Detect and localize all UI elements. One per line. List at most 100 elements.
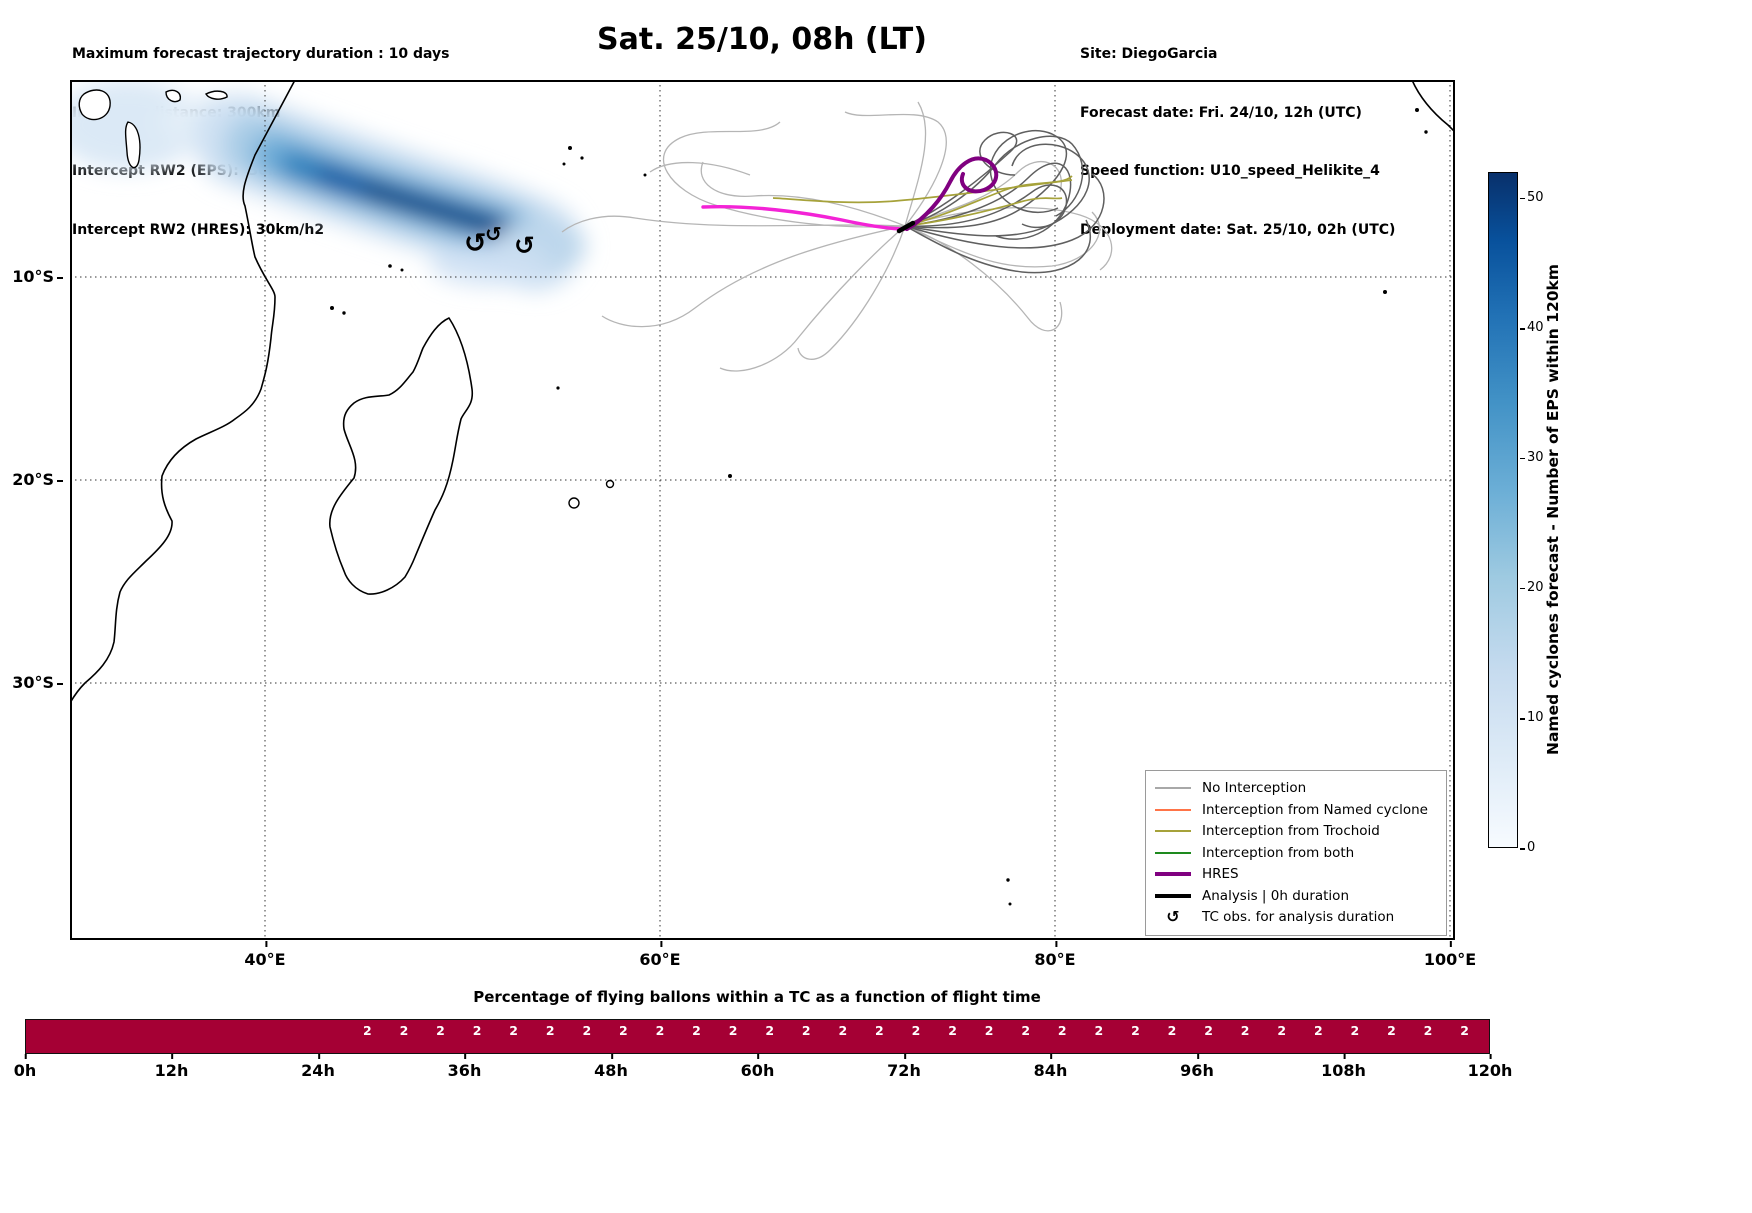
tc-percentage-bar: 2 2 2 2 2 2 2 2 2 2 2 2 2 2 2 2 2 2 2 2 2 2 2 2 2 2 2 2 2 2 2: [25, 1019, 1490, 1054]
map-ytick-label: 10°S: [0, 268, 63, 286]
map-xtick-label: 100°E: [1423, 941, 1477, 969]
flight-time-tick-label: 84h: [1033, 1054, 1068, 1080]
bar-value-label: 2: [875, 1023, 884, 1038]
africa-coast: [70, 80, 296, 704]
bar-value-label: 2: [1313, 1023, 1323, 1038]
flight-time-tick-label: 36h: [447, 1054, 482, 1080]
deployment-date: Deployment date: Sat. 25/10, 02h (UTC): [1080, 221, 1396, 238]
tc-obs-symbols: ↺ ↺ ↺: [464, 222, 535, 260]
legend-item-label: Interception from Trochoid: [1202, 823, 1380, 840]
legend-item-label: HRES: [1202, 866, 1239, 883]
bar-value-label: 2: [801, 1023, 811, 1038]
bar-value-label: 2: [1204, 1023, 1213, 1038]
speed-function: Speed function: U10_speed_Helikite_4: [1080, 163, 1380, 179]
islands-outlined: [568, 479, 615, 509]
bar-value-label: 2: [838, 1023, 848, 1038]
flight-time-tick-label: 120h: [1467, 1054, 1513, 1080]
graticule: [70, 80, 1455, 940]
flight-time-tick-label: 24h: [301, 1054, 335, 1080]
bar-value-label: 2: [1167, 1023, 1177, 1038]
bar-value-label: 2: [692, 1023, 701, 1038]
legend-line-swatch: [1155, 872, 1191, 877]
legend-line-swatch: [1155, 830, 1191, 833]
param-intercept-rw2-hres: Intercept RW2 (HRES): 30km/h2: [72, 221, 325, 238]
bottom-chart-title: Percentage of flying ballons within a TC…: [473, 988, 1041, 1006]
map-ytick-label: 30°S: [0, 674, 63, 692]
legend-item: Interception from Named cyclone: [1155, 799, 1436, 821]
bar-value-label: 2: [1131, 1023, 1140, 1038]
bar-value-label: 2: [984, 1023, 994, 1038]
bar-value-label: 2: [1277, 1023, 1287, 1038]
bar-value-label: 2: [1387, 1023, 1396, 1038]
longitude-axis: 40°E 60°E 80°E 100°E: [70, 941, 1476, 972]
legend-line-swatch: [1155, 808, 1191, 811]
tc-obs-icon: ↺: [464, 228, 487, 259]
colorbar-tick-label: 0: [1519, 840, 1536, 855]
tc-obs-legend-icon: ↺: [1166, 907, 1180, 927]
colorbar-tick-label: 50: [1520, 189, 1544, 205]
legend-item-label: No Interception: [1202, 780, 1307, 797]
bar-value-label: 2: [728, 1023, 738, 1038]
flight-time-tick-label: 0h: [13, 1054, 37, 1080]
legend-line-swatch: [1155, 851, 1191, 854]
legend-item-label: Interception from Named cyclone: [1202, 801, 1428, 818]
colorbar-tick-label: 10: [1520, 710, 1544, 726]
colorbar-tick-label: 30: [1520, 449, 1544, 465]
legend-item-label: TC obs. for analysis duration: [1202, 909, 1395, 926]
reunion-island: [568, 497, 580, 509]
legend-line-swatch: [1155, 893, 1191, 898]
site-info: Site: DiegoGarcia Forecast date: Fri. 24…: [1080, 6, 1395, 279]
mauritius-island: [605, 479, 615, 489]
map-ytick-label: 20°S: [0, 470, 63, 489]
flight-time-tick-label: 60h: [740, 1054, 775, 1080]
bar-value-label: 2: [1057, 1023, 1067, 1038]
flight-time-tick-label: 12h: [154, 1054, 189, 1080]
eps-trajectories-light: [561, 101, 1113, 372]
map-legend: No Interception Interception from Named c…: [1145, 769, 1447, 936]
flight-time-axis: 0h 12h 24h 36h 48h 60h 72h 84h 96h 108h 120h: [14, 1054, 1512, 1083]
legend-item: Interception from both: [1155, 842, 1436, 864]
bar-value-label: 2: [1350, 1023, 1360, 1038]
page-title: Sat. 25/10, 08h (LT): [597, 22, 927, 57]
bar-value-label: 2: [911, 1023, 921, 1038]
legend-item-label: Interception from both: [1202, 844, 1355, 861]
bar-value-label: 2: [1423, 1023, 1433, 1038]
islands: [330, 108, 1428, 906]
bar-value-label: 2: [436, 1023, 445, 1038]
colorbar: [1488, 172, 1518, 848]
tc-obs-icon: ↺: [485, 222, 502, 246]
legend-line-swatch: [1155, 787, 1191, 790]
madagascar-coast: [329, 317, 474, 595]
bar-value-label: 2: [363, 1023, 372, 1038]
bar-value-label: 2: [509, 1023, 519, 1038]
legend-item: Interception from Trochoid: [1155, 821, 1436, 843]
bar-value-label: 2: [765, 1023, 775, 1038]
bar-value-label: 2: [399, 1023, 409, 1038]
flight-time-tick-label: 108h: [1321, 1054, 1366, 1080]
bar-value-label: 2: [619, 1023, 628, 1038]
legend-item: No Interception: [1155, 778, 1436, 800]
map-xtick-label: 40°E: [244, 941, 286, 969]
param-max-duration: Maximum forecast trajectory duration : 1…: [72, 46, 450, 62]
sumatra-coast: [1411, 80, 1455, 133]
legend-item: ↺ TC obs. for analysis duration: [1155, 907, 1436, 929]
cyclone-density-plume: [70, 80, 586, 291]
analysis-marker: [896, 220, 916, 234]
legend-item: HRES: [1155, 864, 1436, 886]
colorbar-tick-label: 40: [1520, 320, 1544, 336]
map-canvas: ↺ ↺ ↺: [70, 80, 1455, 940]
bar-value-label: 2: [545, 1023, 555, 1038]
map-xtick-label: 80°E: [1034, 941, 1076, 969]
latitude-axis: 10°S 20°S 30°S: [0, 80, 63, 940]
trajectory-map: ↺ ↺ ↺ No Interception Interception from N…: [70, 80, 1455, 940]
colorbar-tick-label: 20: [1520, 579, 1544, 595]
forecast-date: Forecast date: Fri. 24/10, 12h (UTC): [1080, 104, 1362, 121]
eps-trajectories-dark: [904, 129, 1105, 274]
bar-value-label: 2: [1021, 1023, 1031, 1038]
colorbar-ticks: 0 10 20 30 40 50: [1519, 172, 1561, 855]
flight-time-tick-label: 72h: [887, 1054, 921, 1080]
bar-value-label: 2: [948, 1023, 957, 1038]
map-border: [70, 80, 1455, 940]
bar-value-label: 2: [1240, 1023, 1250, 1038]
